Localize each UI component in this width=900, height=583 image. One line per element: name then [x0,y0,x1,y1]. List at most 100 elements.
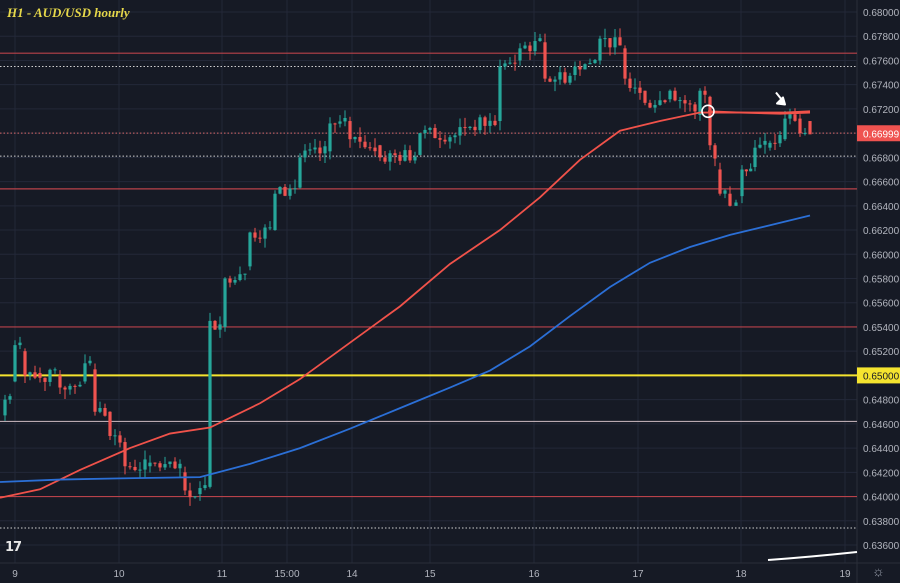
candle-up [613,37,617,48]
candle-down [43,377,47,382]
indicator-line [767,551,858,561]
price-axis-tick-label: 0.67400 [863,81,900,92]
candle-down [123,442,127,467]
price-axis-tick-label: 0.64200 [863,468,900,479]
candle-up [308,149,312,151]
candle-up [28,372,32,376]
price-axis-tick-label: 0.63800 [863,517,900,528]
candle-up [8,396,12,400]
candle-up [298,157,302,188]
candle-up [413,156,417,161]
candle-up [658,100,662,105]
candle-up [233,279,237,283]
candle-down [108,411,112,436]
candle-down [73,385,77,387]
candle-up [428,127,432,130]
candle-up [113,435,117,437]
candle-up [458,127,462,136]
candle-down [688,103,692,105]
candle-up [593,59,597,64]
time-axis-tick-label: 16 [528,569,540,580]
time-axis-tick-label: 18 [735,569,747,580]
candle-up [163,464,167,468]
candle-up [698,90,702,115]
tradingview-logo-icon[interactable]: 17 [5,540,22,555]
candle-up [763,140,767,145]
candle-down [623,48,627,79]
candle-down [433,127,437,139]
time-axis-tick-label: 11 [217,569,228,580]
candle-up [533,41,537,52]
candle-down [63,387,67,390]
candle-down [638,87,642,93]
candle-up [313,147,317,150]
candle-down [663,100,667,103]
price-axis-tick-label: 0.63600 [863,541,900,552]
candle-down [798,118,802,134]
time-axis-tick-label: 19 [839,569,851,580]
candle-up [488,120,492,126]
candle-down [728,193,732,206]
candle-down [513,62,517,64]
candle-up [273,193,277,231]
drawn-trendline[interactable] [707,110,811,114]
candle-up [78,384,82,387]
candle-up [168,461,172,465]
candle-down [188,490,192,498]
candle-up [403,150,407,161]
candle-up [518,48,522,61]
candle-up [598,38,602,61]
candle-up [3,399,7,416]
candle-up [223,278,227,327]
candle-up [198,488,202,495]
candle-down [38,372,42,378]
candle-down [368,147,372,149]
candle-up [453,135,457,138]
candle-down [673,90,677,101]
candle-down [133,466,137,471]
candle-up [193,496,197,498]
moving-average-fast-line[interactable] [0,111,811,499]
candle-down [643,90,647,103]
candle-down [648,102,652,108]
candle-up [678,100,682,102]
candle-down [683,100,687,104]
candle-up [208,320,212,487]
candle-up [633,87,637,89]
candle-down [393,153,397,156]
moving-average-slow-line[interactable] [0,214,811,483]
candle-down [618,37,622,46]
candle-down [718,169,722,194]
time-axis-tick-label: 15:00 [274,569,299,580]
candle-up [248,232,252,267]
candle-up [143,459,147,470]
time-axis-tick-label: 15 [424,569,436,580]
price-axis-tick-label: 0.65800 [863,275,900,286]
candle-down [493,120,497,126]
candle-up [768,142,772,148]
candle-down [103,407,107,416]
candle-up [653,104,657,108]
current-price-label: 0.66999 [863,129,900,140]
settings-gear-icon[interactable]: ☼ [872,563,885,579]
time-axis-tick-label: 10 [113,569,125,580]
price-axis-tick-label: 0.64600 [863,420,900,431]
price-axis-tick-label: 0.67600 [863,56,900,67]
candle-up [243,273,247,275]
candle-up [498,66,502,122]
candle-up [263,227,267,239]
candle-down [703,90,707,95]
candle-up [803,133,807,135]
price-axis-tick-label: 0.67800 [863,32,900,43]
candle-down [443,139,447,142]
candle-up [328,123,332,152]
candle-up [353,136,357,140]
candle-down [808,121,812,135]
price-axis-tick-label: 0.66800 [863,153,900,164]
candle-down [543,42,547,79]
price-axis-tick-label: 0.64000 [863,493,900,504]
candle-down [153,462,157,464]
candle-down [258,237,262,239]
